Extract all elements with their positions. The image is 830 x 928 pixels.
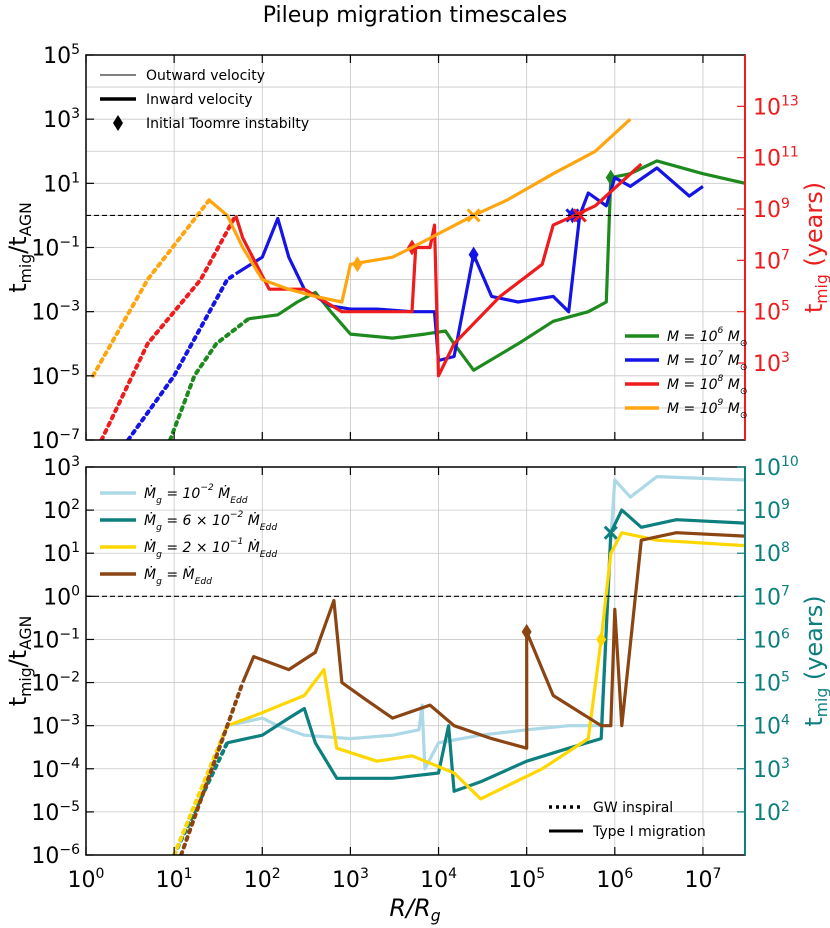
grid-lines (85, 466, 745, 856)
series-legend-label: Ṁg = ṀEdd (144, 565, 212, 587)
style-legend: Outward velocity Inward velocity Initial T… (100, 68, 309, 132)
y-tick-label: 100 (43, 583, 80, 610)
right-y-axis-title: tmig (years) (800, 182, 830, 313)
right-y-tick-label: 105 (753, 670, 790, 697)
series-legend-label: Ṁg = 10−2 ṀEdd (144, 483, 248, 506)
x-tick-label: 101 (156, 866, 193, 893)
y-tick-label: 10−7 (31, 427, 80, 454)
series-gw-line (91, 198, 212, 378)
plot-area (91, 118, 745, 440)
series-legend-label: M = 108 M⊙ (667, 374, 747, 397)
series-gw-line (99, 213, 238, 440)
right-y-tick-label: 103 (753, 756, 790, 783)
x-tick-label: 105 (508, 866, 545, 893)
right-y-tick-label: 107 (753, 583, 790, 610)
right-y-tick-label: 107 (753, 247, 790, 274)
toomre-marker (521, 623, 532, 640)
y-tick-label: 10−2 (31, 670, 80, 697)
right-y-tick-label: 1010 (753, 454, 799, 481)
series-legend: M = 106 M⊙M = 107 M⊙M = 108 M⊙M = 109 M⊙ (625, 326, 747, 421)
figure-title: Pileup migration timescales (263, 3, 567, 28)
series-migration-line (208, 118, 632, 304)
series-4 (179, 531, 745, 855)
series-migration-line (226, 508, 745, 793)
y-tick-label: 10−6 (31, 842, 80, 869)
series-legend-label: M = 106 M⊙ (667, 326, 747, 349)
x-tick-label: 107 (684, 866, 721, 893)
y-tick-label: 101 (43, 170, 80, 197)
series-legend: Ṁg = 10−2 ṀEdd Ṁg = 6 × 10−2 ṀEdd Ṁg = 2 ×… (100, 483, 277, 587)
series-legend-label: Ṁg = 6 × 10−2 ṀEdd (144, 510, 277, 533)
series-1 (172, 475, 745, 855)
legend-diamond (113, 115, 123, 131)
y-tick-label: 10−5 (31, 363, 80, 390)
right-y-tick-label: 1011 (753, 145, 799, 172)
series-gw-line (179, 680, 245, 855)
x-axis-title-text: R/Rg (389, 894, 440, 925)
panel-bottom-chart: 100 101 102 103 104 105 106 107 103 102 101 100 10−1… (4, 454, 830, 893)
x-tick-label: 103 (332, 866, 369, 893)
series-1 (168, 159, 745, 440)
y-tick-label: 10−3 (31, 299, 80, 326)
right-y-tick-label: 105 (753, 299, 790, 326)
series-gw-line (168, 316, 251, 440)
y-axis-title: tmig/tAGN (4, 616, 35, 707)
toomre-marker (468, 246, 479, 263)
cross-marker (603, 525, 618, 540)
y-tick-label: 105 (43, 42, 80, 69)
x-tick-label: 100 (68, 866, 105, 893)
y-tick-label: 102 (43, 497, 80, 524)
series-migration-line (234, 166, 704, 363)
y-tick-label: 10−3 (31, 713, 80, 740)
x-tick-label: 104 (420, 866, 457, 893)
y-tick-label: 10−1 (31, 626, 80, 653)
x-tick-label: 102 (244, 866, 281, 893)
y-tick-label: 103 (43, 106, 80, 133)
right-y-tick-label: 109 (753, 196, 790, 223)
plot-area (172, 475, 745, 855)
y-tick-label: 101 (43, 540, 80, 567)
series-legend-label: M = 109 M⊙ (667, 398, 747, 421)
style-legend-label: Type I migration (592, 824, 706, 840)
y-tick-label: 103 (43, 454, 80, 481)
toomre-marker (352, 256, 363, 273)
right-y-tick-label: 102 (753, 799, 790, 826)
right-y-tick-label: 106 (753, 626, 790, 653)
series-migration-line (226, 531, 745, 801)
right-y-tick-label: 109 (753, 497, 790, 524)
series-legend-label: Ṁg = 2 × 10−1 ṀEdd (144, 537, 277, 560)
panel-top-chart: 105 103 101 10−1 10−3 10−5 10−7 1013 1011 109 107 1… (4, 42, 830, 454)
right-y-axis-title: tmig (years) (800, 595, 830, 726)
series-legend-label: M = 107 M⊙ (667, 350, 747, 373)
style-legend-label: Inward velocity (146, 92, 253, 108)
y-tick-label: 10−1 (31, 235, 80, 262)
right-y-tick-label: 1013 (753, 93, 799, 120)
style-legend-label: Outward velocity (146, 68, 265, 84)
y-axis-title: tmig/tAGN (4, 202, 35, 293)
style-legend: GW inspiral Type I migration (549, 800, 706, 840)
right-y-tick-label: 103 (753, 350, 790, 377)
y-tick-label: 10−5 (31, 799, 80, 826)
toomre-marker (596, 631, 607, 648)
series-migration-line (226, 475, 745, 771)
y-tick-label: 10−4 (31, 756, 80, 783)
series-migration-line (241, 531, 745, 750)
cross-marker (572, 208, 587, 223)
style-legend-label: GW inspiral (593, 800, 673, 816)
x-tick-label: 106 (596, 866, 633, 893)
series-gw-line (126, 271, 238, 440)
series-2 (126, 166, 704, 440)
style-legend-label: Initial Toomre instabilty (146, 116, 309, 132)
right-y-tick-label: 108 (753, 540, 790, 567)
right-y-tick-label: 104 (753, 713, 790, 740)
